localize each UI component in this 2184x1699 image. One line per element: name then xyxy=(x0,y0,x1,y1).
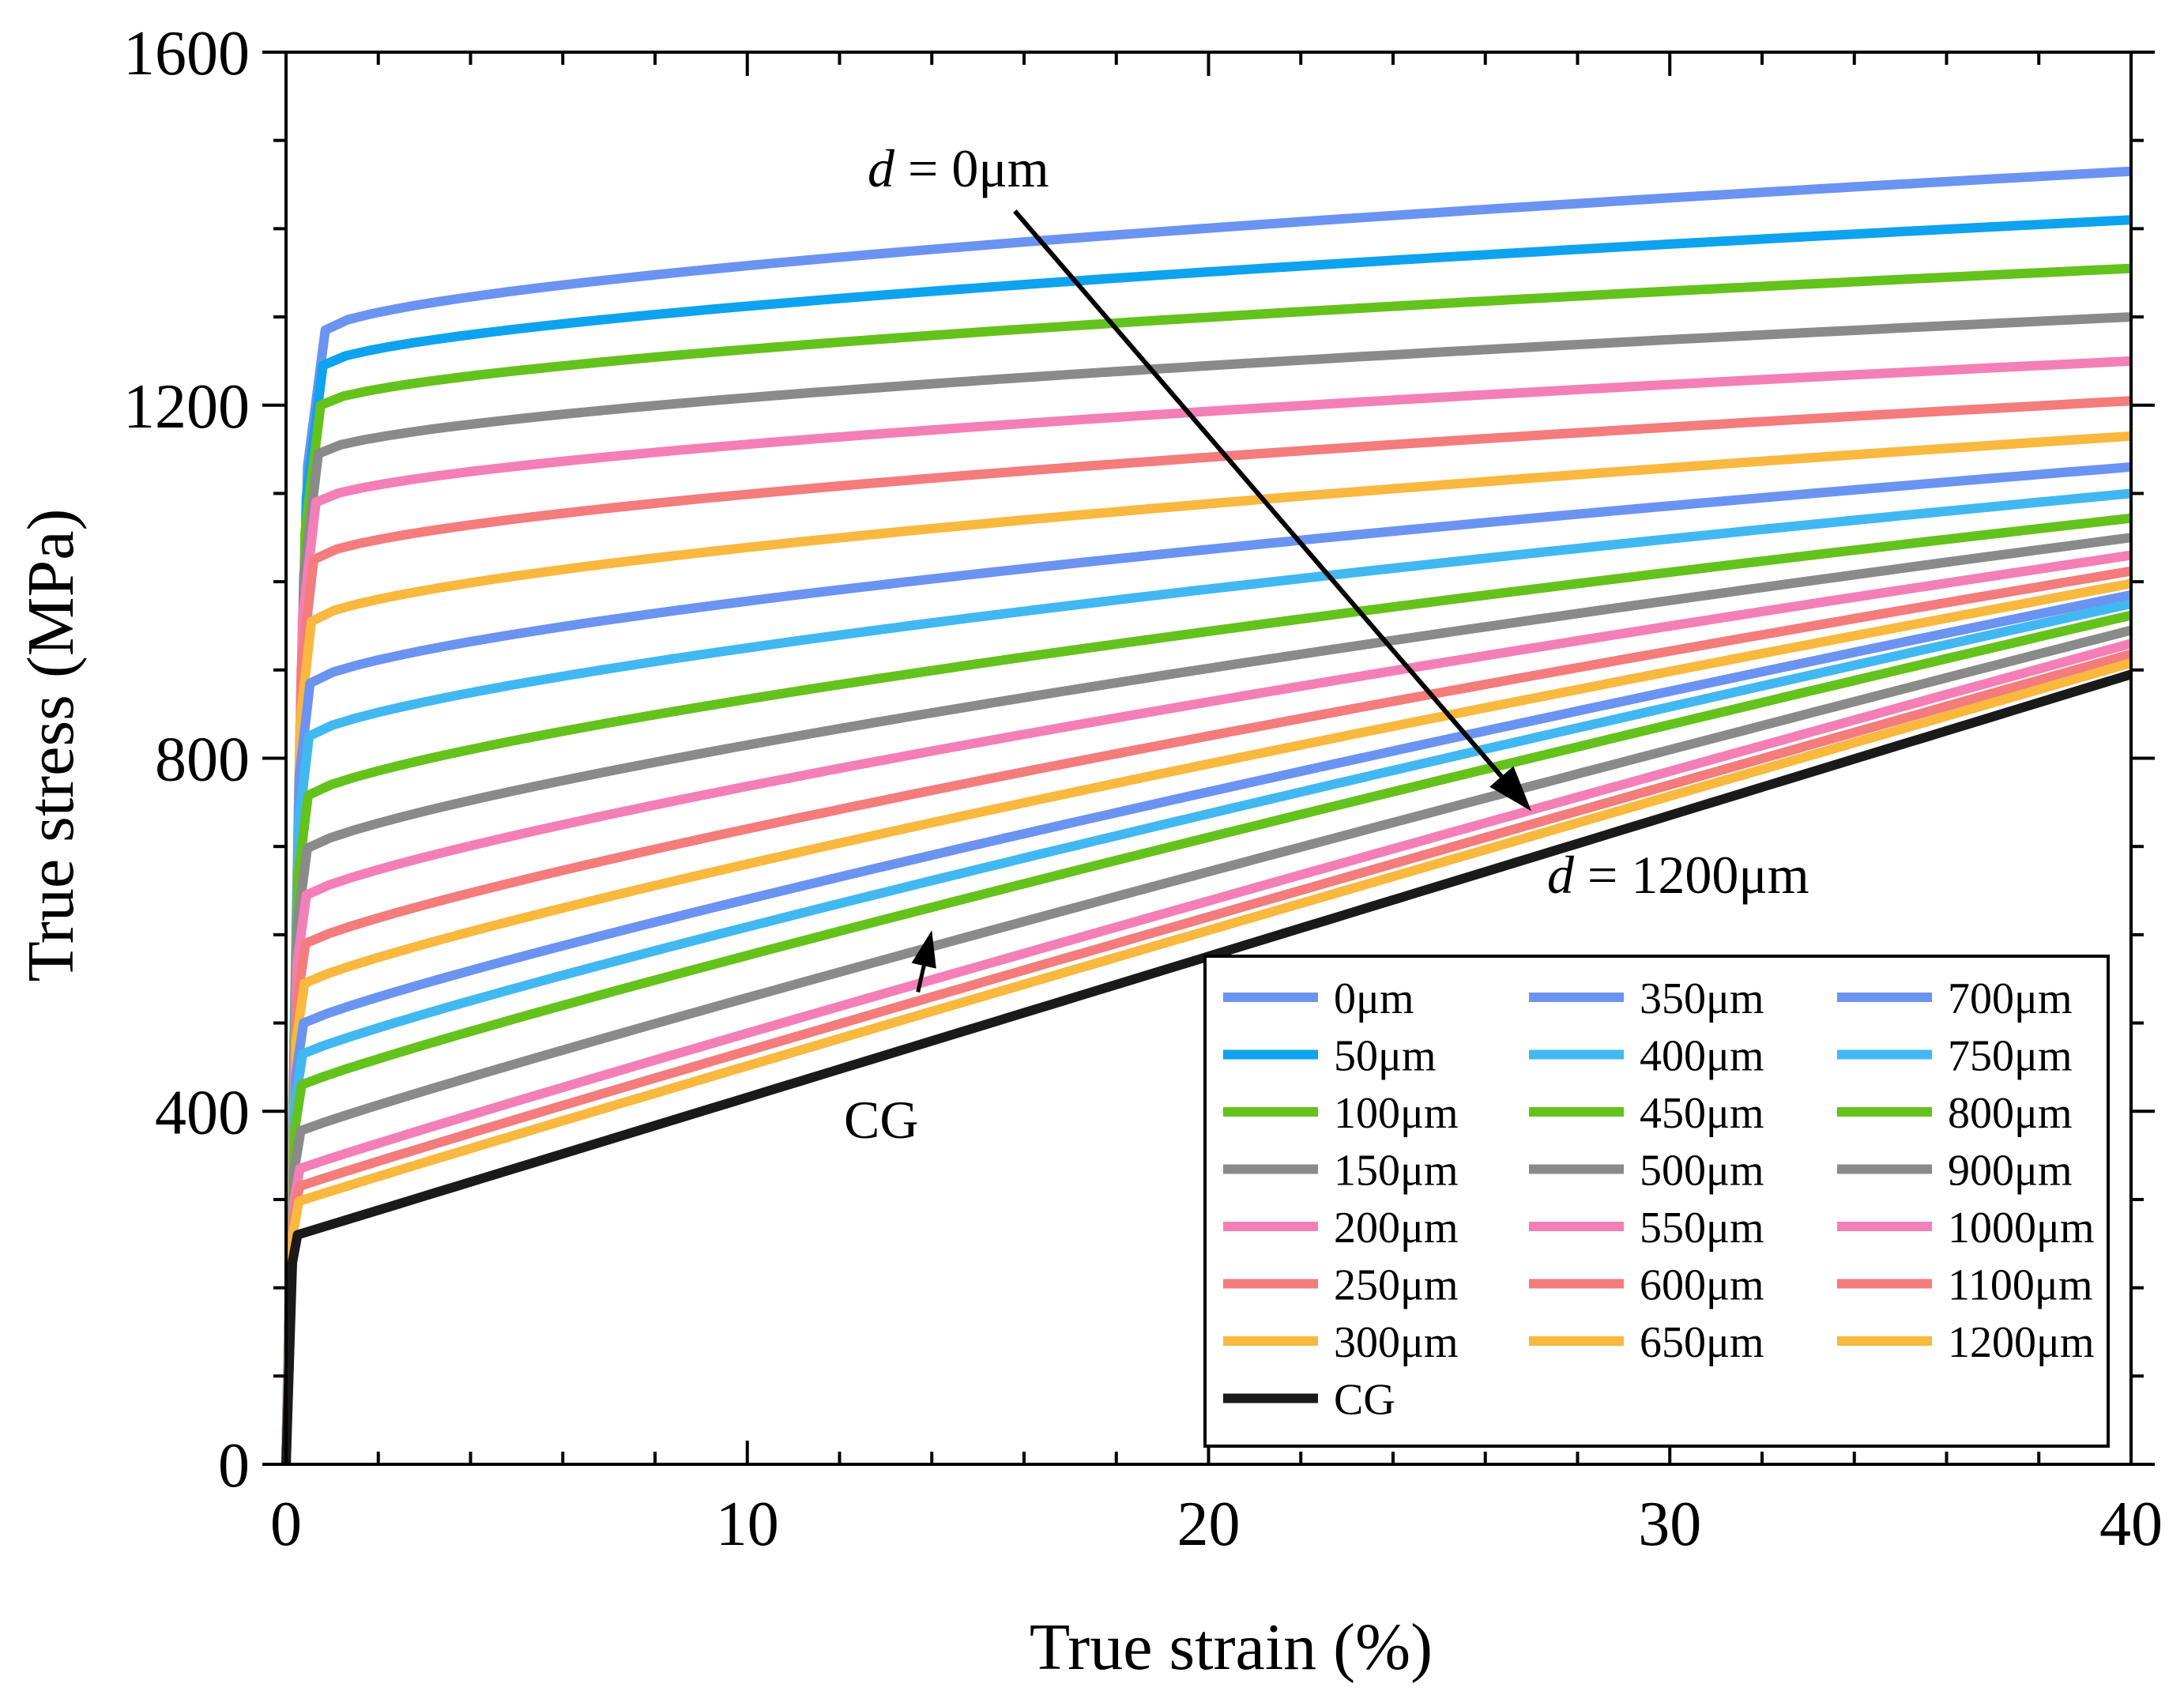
legend-label: 100μm xyxy=(1334,1089,1459,1138)
series-line xyxy=(281,461,2132,1465)
annotation-d0-suffix: = 0μm xyxy=(894,138,1049,198)
legend-label: 550μm xyxy=(1640,1204,1764,1253)
legend-label: 500μm xyxy=(1640,1147,1764,1196)
series-line xyxy=(281,566,2133,1465)
legend-label: 350μm xyxy=(1640,974,1764,1023)
series-line xyxy=(281,625,2133,1465)
series-line xyxy=(281,356,2132,1465)
x-tick-label: 40 xyxy=(2099,1490,2163,1559)
legend-label: CG xyxy=(1334,1376,1395,1425)
legend-label: 1000μm xyxy=(1948,1204,2095,1253)
series-line xyxy=(281,488,2132,1465)
x-tick-label: 20 xyxy=(1177,1490,1241,1559)
legend-label: 250μm xyxy=(1334,1261,1459,1310)
series-line xyxy=(281,550,2132,1465)
series-line xyxy=(281,396,2132,1465)
legend: 0μm 50μm 100μm 150μm 200μm 250μm 300μm 350μm 400… xyxy=(1203,955,2110,1448)
legend-label: 750μm xyxy=(1948,1032,2073,1081)
legend-label: 1200μm xyxy=(1948,1318,2095,1367)
y-tick-label: 800 xyxy=(155,725,250,795)
legend-label: 650μm xyxy=(1640,1318,1764,1367)
legend-label: 0μm xyxy=(1334,974,1414,1023)
series-line xyxy=(281,669,2133,1465)
trend-arrow xyxy=(1013,209,1504,778)
legend-label: 700μm xyxy=(1948,974,2073,1023)
series-line xyxy=(281,533,2132,1465)
y-tick-label: 1200 xyxy=(123,372,250,442)
annotation-d1200-suffix: = 1200μm xyxy=(1574,845,1809,905)
cg-arrow-head xyxy=(911,930,936,969)
annotation-d1200: d = 1200μm xyxy=(1547,845,1809,905)
legend-label: 200μm xyxy=(1334,1204,1459,1253)
legend-label: 450μm xyxy=(1640,1089,1764,1138)
series-line xyxy=(281,578,2133,1465)
series-line xyxy=(281,649,2133,1465)
legend-label: 150μm xyxy=(1334,1147,1459,1196)
trend-arrow-head xyxy=(1489,766,1532,812)
annotation-cg: CG xyxy=(844,1090,918,1150)
y-tick-label: 1600 xyxy=(123,19,250,89)
y-tick-label: 400 xyxy=(155,1078,250,1147)
series-line xyxy=(281,166,2132,1465)
legend-box xyxy=(1203,955,2110,1448)
axis-ticks xyxy=(262,51,2155,1466)
legend-label: 400μm xyxy=(1640,1032,1764,1081)
annotations: d = 0μm d = 1200μm CG xyxy=(844,138,1809,1150)
y-tick-label: 0 xyxy=(218,1431,250,1501)
legend-label: 300μm xyxy=(1334,1318,1459,1367)
legend-label: 600μm xyxy=(1640,1261,1764,1310)
legend-label: 1100μm xyxy=(1948,1261,2093,1310)
cg-arrow xyxy=(916,965,926,993)
series-line xyxy=(281,599,2133,1465)
plot-lines xyxy=(281,166,2133,1465)
y-axis-title: True stress (MPa) xyxy=(14,509,88,982)
series-line xyxy=(281,639,2133,1465)
x-tick-label: 10 xyxy=(716,1490,779,1559)
annotation-d1200-prefix: d xyxy=(1547,845,1575,905)
series-line xyxy=(281,431,2132,1465)
x-tick-label: 0 xyxy=(270,1490,302,1559)
series-line xyxy=(281,610,2133,1465)
annotation-d0: d = 0μm xyxy=(868,138,1049,198)
x-tick-label: 30 xyxy=(1638,1490,1701,1559)
legend-label: 800μm xyxy=(1948,1089,2073,1138)
series-line xyxy=(281,312,2132,1465)
series-line xyxy=(281,658,2133,1465)
legend-label: 50μm xyxy=(1334,1032,1437,1081)
legend-items: 0μm 50μm 100μm 150μm 200μm 250μm 300μm 350μm 400… xyxy=(1223,974,2095,1425)
series-line xyxy=(281,263,2132,1465)
series-line xyxy=(281,513,2132,1465)
series-line xyxy=(281,215,2132,1465)
annotation-d0-prefix: d xyxy=(868,138,895,198)
series-line xyxy=(281,590,2133,1465)
x-axis-title: True strain (%) xyxy=(1030,1610,1433,1684)
legend-label: 900μm xyxy=(1948,1147,2073,1196)
